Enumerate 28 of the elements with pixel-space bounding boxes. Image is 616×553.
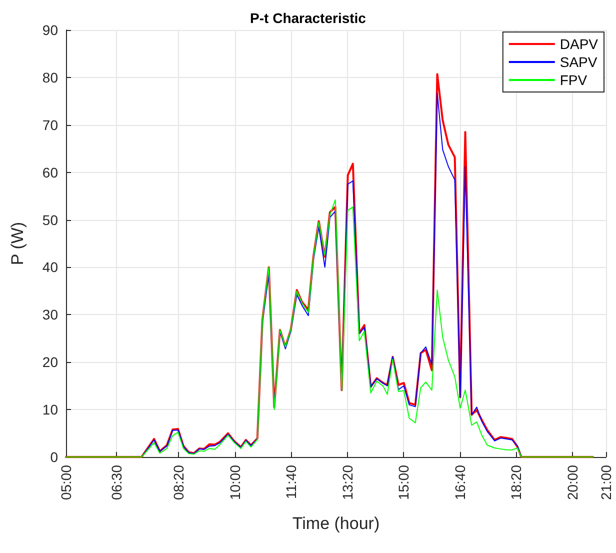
y-tick-label: 20 [42, 354, 58, 370]
legend-label: SAPV [560, 54, 598, 70]
legend-label: FPV [560, 72, 588, 88]
x-tick-label: 21:00 [598, 464, 614, 500]
y-axis-title: P (W) [8, 222, 27, 266]
x-tick-label: 18:20 [508, 464, 524, 500]
y-tick-label: 10 [42, 402, 58, 418]
x-tick-label: 20:00 [564, 464, 580, 500]
x-tick-label: 10:00 [226, 464, 243, 500]
y-tick-label: 80 [42, 69, 58, 86]
y-tick-label: 60 [42, 164, 58, 180]
x-tick-label: 13:20 [339, 464, 356, 500]
y-tick-label: 0 [50, 449, 58, 465]
x-axis-title: Time (hour) [292, 514, 380, 533]
chart-title: P-t Characteristic [250, 10, 366, 26]
y-tick-label: 90 [42, 22, 58, 38]
y-tick-label: 70 [42, 116, 58, 133]
x-tick-label: 08:20 [170, 464, 186, 500]
x-tick-label: 11:40 [283, 464, 299, 499]
y-tick-label: 30 [42, 306, 58, 323]
legend-label: DAPV [560, 36, 599, 52]
x-tick-label: 06:30 [108, 464, 125, 500]
x-tick-label: 05:00 [58, 464, 74, 500]
x-tick-label: 15:00 [396, 464, 412, 500]
line-series [66, 199, 594, 458]
x-tick-label: 16:40 [452, 464, 468, 500]
y-tick-label: 50 [42, 212, 58, 228]
y-tick-label: 40 [42, 259, 58, 276]
